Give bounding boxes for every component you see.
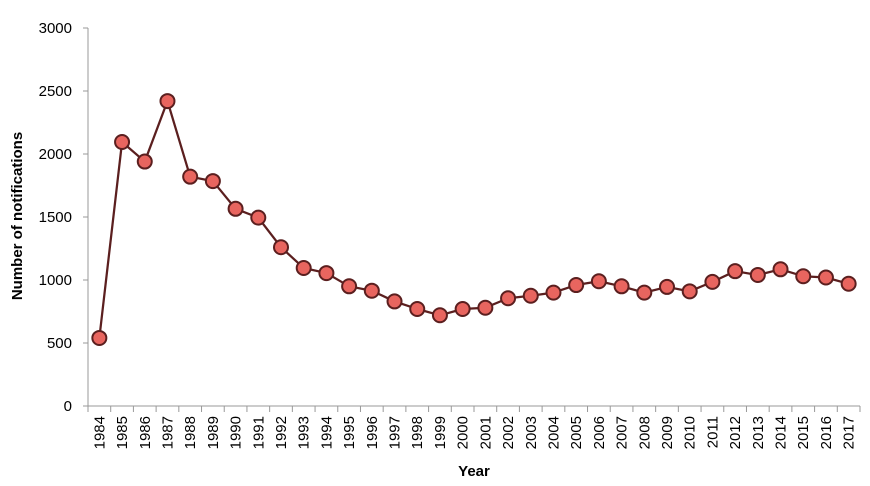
- data-point: [295, 260, 312, 277]
- x-axis-title: Year: [458, 463, 490, 480]
- data-point: [795, 268, 812, 285]
- data-point: [363, 282, 380, 299]
- y-tick-label: 500: [47, 335, 72, 352]
- y-tick-label: 3000: [39, 20, 72, 37]
- x-tick-label: 2002: [500, 416, 517, 449]
- axes: [87, 28, 860, 407]
- data-point: [250, 209, 267, 226]
- x-tick-label: 1993: [296, 416, 313, 449]
- y-tick-label: 1500: [39, 209, 72, 226]
- data-point: [817, 269, 834, 286]
- x-tick-label: 2005: [568, 416, 585, 449]
- x-tick-label: 1986: [137, 416, 154, 449]
- x-tick-label: 2007: [614, 416, 631, 449]
- x-tick-label: 2014: [773, 416, 790, 449]
- data-point: [590, 273, 607, 290]
- data-point: [91, 329, 108, 346]
- data-point: [182, 168, 199, 185]
- x-tick-label: 1994: [318, 416, 335, 449]
- x-tick-label: 2003: [523, 416, 540, 449]
- data-point: [454, 300, 471, 317]
- data-point: [409, 300, 426, 317]
- data-point: [749, 266, 766, 283]
- x-tick-label: 1991: [250, 416, 267, 449]
- x-tick-label: 1984: [91, 416, 108, 449]
- data-point: [431, 307, 448, 324]
- data-point: [204, 173, 221, 190]
- y-tick-label: 2500: [39, 83, 72, 100]
- x-tick-label: 2001: [477, 416, 494, 449]
- x-tick-label: 2009: [659, 416, 676, 449]
- x-tick-label: 1990: [228, 416, 245, 449]
- x-axis-ticks: 1984 1985 1986 1987 1988 1989 1990 1991 1992 1993…: [87, 406, 861, 449]
- x-tick-label: 1996: [364, 416, 381, 449]
- x-tick-label: 1987: [159, 416, 176, 449]
- data-point: [636, 284, 653, 301]
- x-tick-label: 2017: [841, 416, 858, 449]
- data-point: [522, 287, 539, 304]
- data-point: [840, 275, 857, 292]
- data-point: [727, 263, 744, 280]
- x-tick-label: 2010: [682, 416, 699, 449]
- x-tick-label: 1985: [114, 416, 131, 449]
- x-tick-label: 2006: [591, 416, 608, 449]
- y-tick-label: 0: [64, 398, 72, 415]
- series-group: [91, 93, 857, 346]
- data-point: [568, 277, 585, 294]
- data-point: [500, 290, 517, 307]
- data-point: [659, 278, 675, 295]
- data-point: [341, 278, 358, 295]
- x-tick-label: 2015: [795, 416, 812, 449]
- data-point: [273, 239, 289, 256]
- data-point: [545, 284, 562, 301]
- x-tick-label: 2008: [636, 416, 653, 449]
- x-tick-label: 2004: [545, 416, 562, 449]
- data-point: [114, 134, 131, 151]
- x-tick-label: 1992: [273, 416, 290, 449]
- x-tick-label: 1988: [182, 416, 199, 449]
- data-point: [136, 153, 153, 170]
- data-point: [159, 93, 176, 110]
- data-point: [772, 261, 789, 278]
- data-point: [477, 299, 494, 316]
- x-tick-label: 2011: [704, 416, 721, 448]
- x-tick-label: 1989: [205, 416, 222, 449]
- x-tick-label: 1998: [409, 416, 426, 449]
- data-point: [386, 293, 403, 310]
- series-line: [98, 99, 849, 339]
- y-axis-title: Number of notifications: [9, 132, 26, 300]
- x-tick-label: 2000: [455, 416, 472, 449]
- data-point: [227, 200, 244, 217]
- x-tick-label: 1997: [387, 416, 404, 449]
- y-axis-ticks: 0 500 1000 1500 2000 2500 3000: [39, 20, 88, 415]
- x-tick-label: 2013: [750, 416, 767, 449]
- data-point: [704, 273, 721, 290]
- x-tick-label: 1999: [432, 416, 449, 449]
- x-tick-label: 2016: [818, 416, 835, 449]
- x-tick-label: 2012: [727, 416, 744, 449]
- data-point: [318, 265, 335, 282]
- y-tick-label: 1000: [39, 272, 72, 289]
- y-tick-label: 2000: [39, 146, 72, 163]
- data-point: [613, 278, 630, 295]
- data-point: [681, 283, 698, 300]
- x-tick-label: 1995: [341, 416, 358, 449]
